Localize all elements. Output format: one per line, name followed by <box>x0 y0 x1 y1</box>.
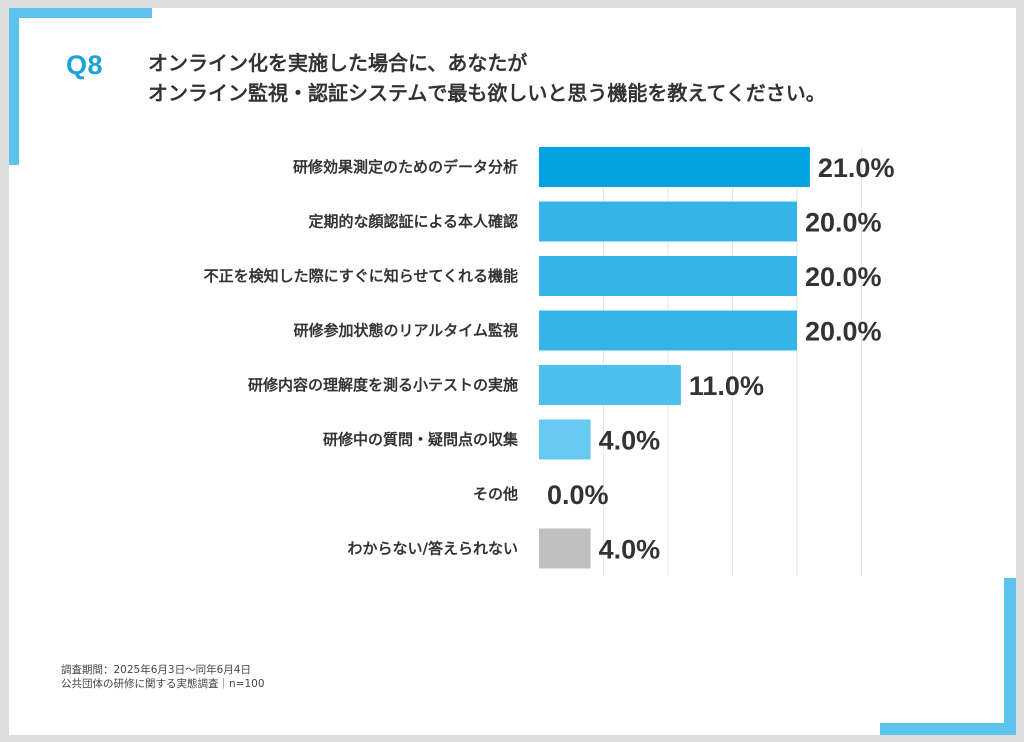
category-label: 不正を検知した際にすぐに知らせてくれる機能 <box>204 267 518 285</box>
corner-accent-top-left <box>9 8 152 18</box>
bar <box>539 310 797 351</box>
corner-accent-bottom-right <box>880 723 1016 735</box>
category-label: 研修効果測定のためのデータ分析 <box>293 158 518 176</box>
chart-card <box>9 8 1016 735</box>
question-number: Q8 <box>66 50 104 80</box>
value-label: 4.0% <box>599 535 661 565</box>
bar <box>539 419 591 460</box>
value-label: 20.0% <box>805 208 882 238</box>
category-label: わからない/答えられない <box>348 540 518 558</box>
value-label: 21.0% <box>818 153 895 183</box>
corner-accent-left <box>9 8 19 165</box>
footnote: 調査期間：2025年6月3日〜同年6月4日 公共団体の研修に関する実態調査｜n=… <box>61 663 265 691</box>
bar <box>539 201 797 242</box>
footnote-survey-period: 調査期間：2025年6月3日〜同年6月4日 <box>61 664 251 676</box>
bar <box>539 365 681 405</box>
value-label: 11.0% <box>689 371 764 401</box>
category-label: 研修内容の理解度を測る小テストの実施 <box>248 376 518 394</box>
category-label: 定期的な顔認証による本人確認 <box>308 213 518 231</box>
bar <box>539 256 797 296</box>
footnote-survey-name: 公共団体の研修に関する実態調査｜n=100 <box>61 678 265 690</box>
value-label: 4.0% <box>599 426 661 456</box>
bar <box>539 147 810 187</box>
category-label: 研修参加状態のリアルタイム監視 <box>293 322 518 340</box>
value-label: 20.0% <box>805 262 882 292</box>
value-label: 20.0% <box>805 317 882 347</box>
question-title-line-1: オンライン化を実施した場合に、あなたが <box>148 51 528 75</box>
category-label: その他 <box>473 485 518 503</box>
category-label: 研修中の質問・疑問点の収集 <box>323 431 519 449</box>
bar <box>539 528 591 569</box>
question-title-line-2: オンライン監視・認証システムで最も欲しいと思う機能を教えてください。 <box>148 81 826 105</box>
corner-accent-right <box>1004 578 1016 735</box>
value-label: 0.0% <box>547 480 609 510</box>
question-title: オンライン化を実施した場合に、あなたが オンライン監視・認証システムで最も欲しい… <box>148 48 826 108</box>
